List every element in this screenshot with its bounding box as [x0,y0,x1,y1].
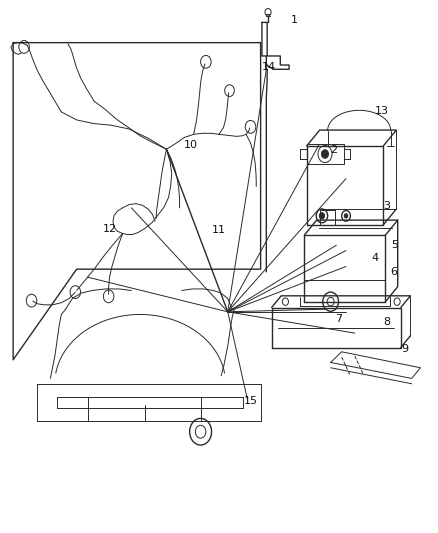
Text: 9: 9 [401,344,408,354]
Text: 3: 3 [383,201,390,211]
Text: 8: 8 [383,317,390,327]
Text: 10: 10 [184,140,198,150]
Text: 6: 6 [391,267,398,277]
Text: 2: 2 [330,146,337,155]
Text: 12: 12 [103,224,117,234]
Text: 15: 15 [244,396,258,406]
Text: 1: 1 [291,15,298,25]
Circle shape [344,214,348,218]
Text: 11: 11 [212,225,226,235]
Text: 4: 4 [371,253,378,263]
Text: 7: 7 [335,314,342,324]
Circle shape [319,213,325,219]
Text: 14: 14 [262,62,276,72]
Text: 5: 5 [391,240,398,250]
Circle shape [321,150,328,158]
Text: 13: 13 [375,106,389,116]
